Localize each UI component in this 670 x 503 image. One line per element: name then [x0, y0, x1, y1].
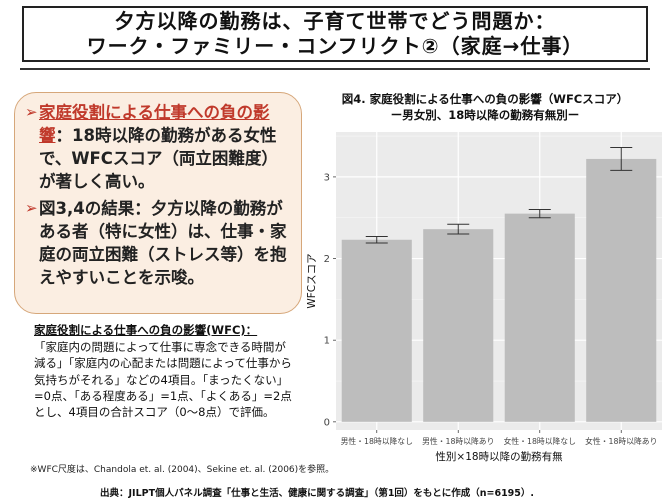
- y-axis-label: WFCスコア: [306, 253, 318, 308]
- source-note: 出典：JILPT個人パネル調査「仕事と生活、健康に関する調査」（第1回）をもとに…: [100, 488, 535, 499]
- y-tick-label: 0: [324, 417, 330, 428]
- summary-bullets: ➢ 家庭役割による仕事への負の影響：18時以降の勤務がある女性で、WFCスコア（…: [14, 92, 302, 314]
- bar: [586, 158, 657, 422]
- arrow-bullet-icon: ➢: [25, 199, 38, 217]
- y-tick-label: 1: [324, 336, 330, 347]
- definition-body: 「家庭内の問題によって仕事に専念できる時間が減る」「家庭内の心配または問題によっ…: [34, 340, 292, 420]
- bullet-1: ➢ 家庭役割による仕事への負の影響：18時以降の勤務がある女性で、WFCスコア（…: [25, 101, 293, 193]
- x-tick-label: 男性・18時以降なし: [341, 436, 413, 446]
- bullet-1-highlight: 家庭役割による仕事への負の影響: [39, 103, 270, 145]
- slide-title: 夕方以降の勤務は、子育て世帯でどう問題か： ワーク・ファミリー・コンフリクト②（…: [22, 6, 648, 62]
- arrow-bullet-icon: ➢: [25, 103, 38, 121]
- bullet-2-text: 図3,4の結果：夕方以降の勤務がある者（特に女性）は、仕事・家庭の両立困難（スト…: [39, 199, 287, 287]
- chart-title: 図4. 家庭役割による仕事への負の影響（WFCスコア）: [341, 92, 629, 106]
- y-tick-label: 3: [324, 172, 330, 183]
- bullet-1-text: ：18時以降の勤務がある女性で、WFCスコア（両立困難度）が著しく高い。: [39, 126, 278, 191]
- title-underline: [20, 68, 650, 70]
- chart-subtitle: ー男女別、18時以降の勤務有無別ー: [390, 108, 580, 122]
- title-line-2: ワーク・ファミリー・コンフリクト②（家庭→仕事）: [86, 34, 584, 58]
- bar: [341, 239, 412, 422]
- x-tick-label: 女性・18時以降なし: [504, 436, 576, 446]
- wfc-definition: 家庭役割による仕事への負の影響(WFC)： 「家庭内の問題によって仕事に専念でき…: [34, 322, 296, 420]
- footnote: ※WFC尺度は、Chandola et. al. (2004)、Sekine e…: [30, 465, 335, 475]
- x-tick-label: 女性・18時以降あり: [585, 436, 657, 446]
- bar: [504, 213, 575, 422]
- definition-title: 家庭役割による仕事への負の影響(WFC)：: [34, 323, 258, 337]
- bar: [423, 229, 494, 422]
- x-axis-label: 性別×18時以降の勤務有無: [435, 450, 563, 463]
- bar-chart: 0 1 2 3 男性・18時以降なし 男性・18時以降あり 女性・18時以降なし 女性・18時…: [306, 132, 662, 463]
- chart-title-block: 図4. 家庭役割による仕事への負の影響（WFCスコア） ー男女別、18時以降の勤…: [302, 91, 668, 123]
- y-tick-label: 2: [324, 254, 330, 265]
- x-tick-label: 男性・18時以降あり: [422, 436, 494, 446]
- bullet-2: ➢ 図3,4の結果：夕方以降の勤務がある者（特に女性）は、仕事・家庭の両立困難（…: [25, 197, 293, 289]
- title-line-1: 夕方以降の勤務は、子育て世帯でどう問題か：: [114, 9, 556, 33]
